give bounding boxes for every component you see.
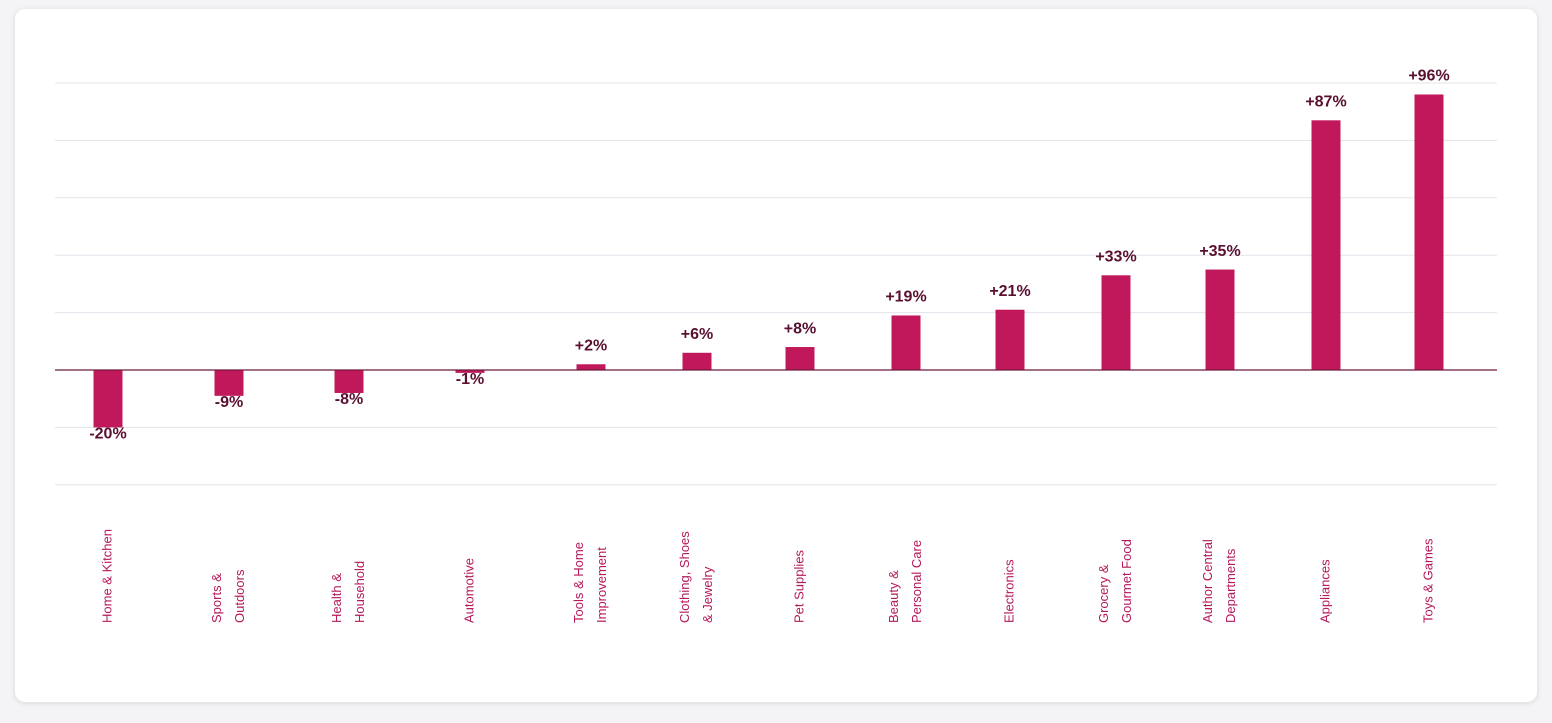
value-label: +21% <box>989 283 1030 300</box>
category-label: Appliances <box>1317 559 1332 623</box>
bar <box>891 315 921 370</box>
value-label: +2% <box>575 337 607 354</box>
value-label: -1% <box>456 371 484 388</box>
value-label: +8% <box>784 320 816 337</box>
value-label: -20% <box>89 426 126 443</box>
category-label: Health & <box>329 573 344 623</box>
category-label: Sports & <box>209 573 224 623</box>
category-label: Pet Supplies <box>791 550 806 623</box>
value-label: -8% <box>335 391 363 408</box>
bar <box>1205 269 1235 370</box>
bar <box>1414 94 1444 370</box>
category-label: Author Central <box>1200 539 1215 623</box>
category-label: Beauty & <box>886 570 901 623</box>
bar <box>995 309 1025 370</box>
category-label: Toys & Games <box>1420 538 1435 623</box>
category-label: Grocery & <box>1096 564 1111 623</box>
value-label: +19% <box>885 289 926 306</box>
category-label: Household <box>352 561 367 623</box>
bar <box>576 364 606 370</box>
category-label: & Jewelry <box>700 566 715 623</box>
category-label: Personal Care <box>909 540 924 623</box>
bar <box>785 347 815 370</box>
chart-card <box>15 9 1537 702</box>
value-label: +35% <box>1199 243 1240 260</box>
category-label: Automotive <box>461 558 476 623</box>
bar <box>1101 275 1131 370</box>
bar <box>93 370 123 428</box>
category-label: Clothing, Shoes <box>677 531 692 623</box>
value-label: +33% <box>1095 249 1136 266</box>
category-label: Gourmet Food <box>1119 539 1134 623</box>
bar <box>455 370 485 373</box>
bar <box>334 370 364 393</box>
value-label: +87% <box>1305 94 1346 111</box>
value-label: +6% <box>681 326 713 343</box>
category-label: Electronics <box>1001 559 1016 623</box>
value-label: +96% <box>1408 68 1449 85</box>
value-label: -9% <box>215 394 243 411</box>
category-label: Outdoors <box>232 569 247 623</box>
category-label: Home & Kitchen <box>99 529 114 623</box>
bar <box>682 352 712 370</box>
category-label: Improvement <box>594 547 609 623</box>
bar <box>214 370 244 396</box>
bar <box>1311 120 1341 370</box>
category-label: Departments <box>1223 548 1238 623</box>
category-label: Tools & Home <box>571 542 586 623</box>
